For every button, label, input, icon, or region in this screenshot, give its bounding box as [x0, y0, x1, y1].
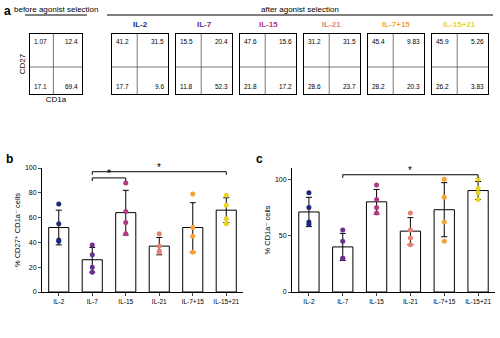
svg-text:47.6: 47.6	[244, 38, 257, 45]
svg-text:9.83: 9.83	[407, 38, 420, 45]
svg-text:IL-15+21: IL-15+21	[443, 20, 476, 29]
svg-text:IL-2: IL-2	[53, 298, 65, 305]
svg-text:52.3: 52.3	[215, 83, 228, 90]
svg-text:IL-21: IL-21	[322, 20, 341, 29]
svg-text:20.3: 20.3	[407, 83, 420, 90]
svg-text:IL-7: IL-7	[87, 298, 99, 305]
svg-text:60: 60	[29, 214, 37, 221]
svg-text:before agonist selection: before agonist selection	[14, 5, 99, 14]
svg-text:% CD27⁺ CD1a⁻ cells: % CD27⁺ CD1a⁻ cells	[13, 193, 22, 267]
svg-text:after agonist selection: after agonist selection	[261, 5, 339, 14]
svg-text:IL-2: IL-2	[133, 20, 148, 29]
svg-text:*: *	[408, 165, 412, 176]
svg-text:17.7: 17.7	[116, 83, 129, 90]
svg-text:11.8: 11.8	[180, 83, 193, 90]
svg-text:3.83: 3.83	[471, 83, 484, 90]
svg-text:45.9: 45.9	[436, 38, 449, 45]
svg-text:12.4: 12.4	[65, 38, 78, 45]
svg-text:IL-15+21: IL-15+21	[465, 298, 491, 305]
svg-text:IL-7+15: IL-7+15	[433, 298, 456, 305]
svg-text:31.2: 31.2	[308, 38, 321, 45]
svg-text:40: 40	[29, 239, 37, 246]
svg-text:*: *	[157, 162, 161, 173]
svg-text:0: 0	[33, 288, 37, 295]
svg-text:c: c	[256, 152, 263, 166]
svg-text:IL-21: IL-21	[403, 298, 418, 305]
svg-text:IL-15: IL-15	[369, 298, 384, 305]
svg-text:80: 80	[29, 189, 37, 196]
svg-text:41.2: 41.2	[116, 38, 129, 45]
svg-text:23.7: 23.7	[343, 83, 356, 90]
svg-text:15.6: 15.6	[279, 38, 292, 45]
svg-text:31.5: 31.5	[151, 38, 164, 45]
svg-text:20.4: 20.4	[215, 38, 228, 45]
svg-text:*: *	[107, 168, 111, 179]
svg-text:15.5: 15.5	[180, 38, 193, 45]
svg-text:IL-7: IL-7	[197, 20, 212, 29]
svg-text:0: 0	[283, 288, 287, 295]
svg-text:17.2: 17.2	[279, 83, 292, 90]
svg-text:IL-2: IL-2	[303, 298, 315, 305]
svg-text:1.07: 1.07	[34, 38, 47, 45]
svg-text:b: b	[6, 152, 13, 166]
svg-text:CD27: CD27	[18, 53, 27, 74]
svg-text:9.6: 9.6	[155, 83, 164, 90]
svg-text:% CD1a⁻ cells: % CD1a⁻ cells	[263, 205, 272, 254]
svg-text:IL-7+15: IL-7+15	[182, 298, 205, 305]
svg-text:5.26: 5.26	[471, 38, 484, 45]
svg-text:20: 20	[29, 264, 37, 271]
svg-text:17.1: 17.1	[34, 83, 47, 90]
svg-text:21.8: 21.8	[244, 83, 257, 90]
svg-text:26.2: 26.2	[436, 83, 449, 90]
svg-text:31.5: 31.5	[343, 38, 356, 45]
svg-text:IL-7: IL-7	[337, 298, 349, 305]
svg-text:IL-15+21: IL-15+21	[213, 298, 239, 305]
svg-text:45.4: 45.4	[372, 38, 385, 45]
svg-text:100: 100	[275, 176, 287, 183]
svg-text:69.4: 69.4	[65, 83, 78, 90]
svg-text:CD1a: CD1a	[46, 95, 67, 104]
svg-text:28.6: 28.6	[308, 83, 321, 90]
svg-text:50: 50	[279, 232, 287, 239]
svg-text:IL-21: IL-21	[152, 298, 167, 305]
svg-text:100: 100	[25, 164, 37, 171]
svg-text:IL-15: IL-15	[118, 298, 133, 305]
svg-text:IL-7+15: IL-7+15	[382, 20, 410, 29]
svg-text:a: a	[4, 4, 11, 18]
svg-text:28.2: 28.2	[372, 83, 385, 90]
svg-text:IL-15: IL-15	[259, 20, 278, 29]
